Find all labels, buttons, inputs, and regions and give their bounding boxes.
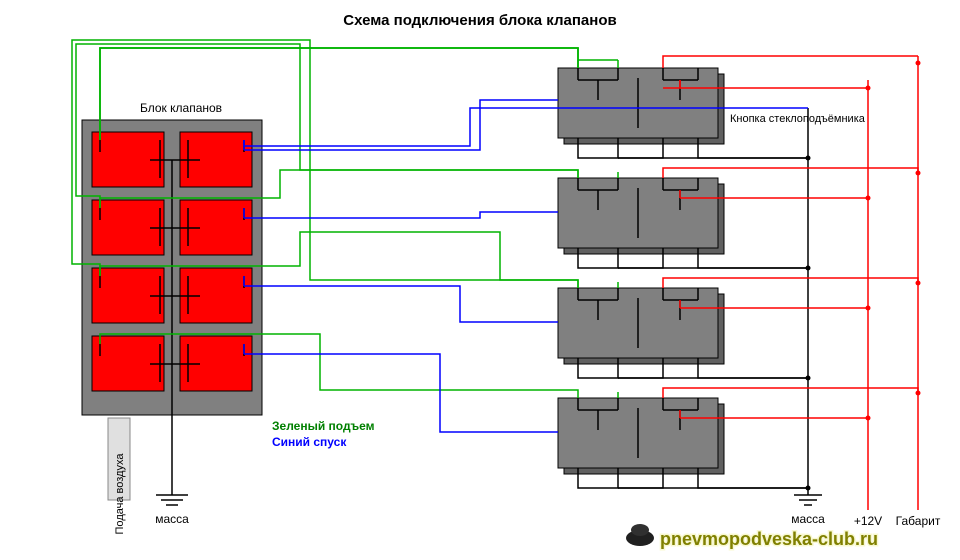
- ground-left-label: масса: [155, 512, 189, 526]
- valve-ground: [156, 415, 188, 505]
- watermark: pnevmopodveska-club.ru: [626, 524, 878, 549]
- diagram-title: Схема подключения блока клапанов: [343, 12, 616, 29]
- legend-blue: Синий спуск: [272, 435, 347, 449]
- air-supply-label: Подача воздуха: [114, 453, 126, 535]
- v12-label: +12V: [854, 514, 882, 528]
- svg-text:pnevmopodveska-club.ru: pnevmopodveska-club.ru: [660, 529, 878, 549]
- ground-right-label: масса: [791, 512, 825, 526]
- blue-routes: [244, 100, 808, 432]
- valve-block-label: Блок клапанов: [140, 101, 222, 115]
- gabarit-label: Габарит: [896, 514, 941, 528]
- legend-green: Зеленый подъем: [272, 419, 375, 433]
- switch-label: Кнопка стеклоподъёмника: [730, 113, 866, 125]
